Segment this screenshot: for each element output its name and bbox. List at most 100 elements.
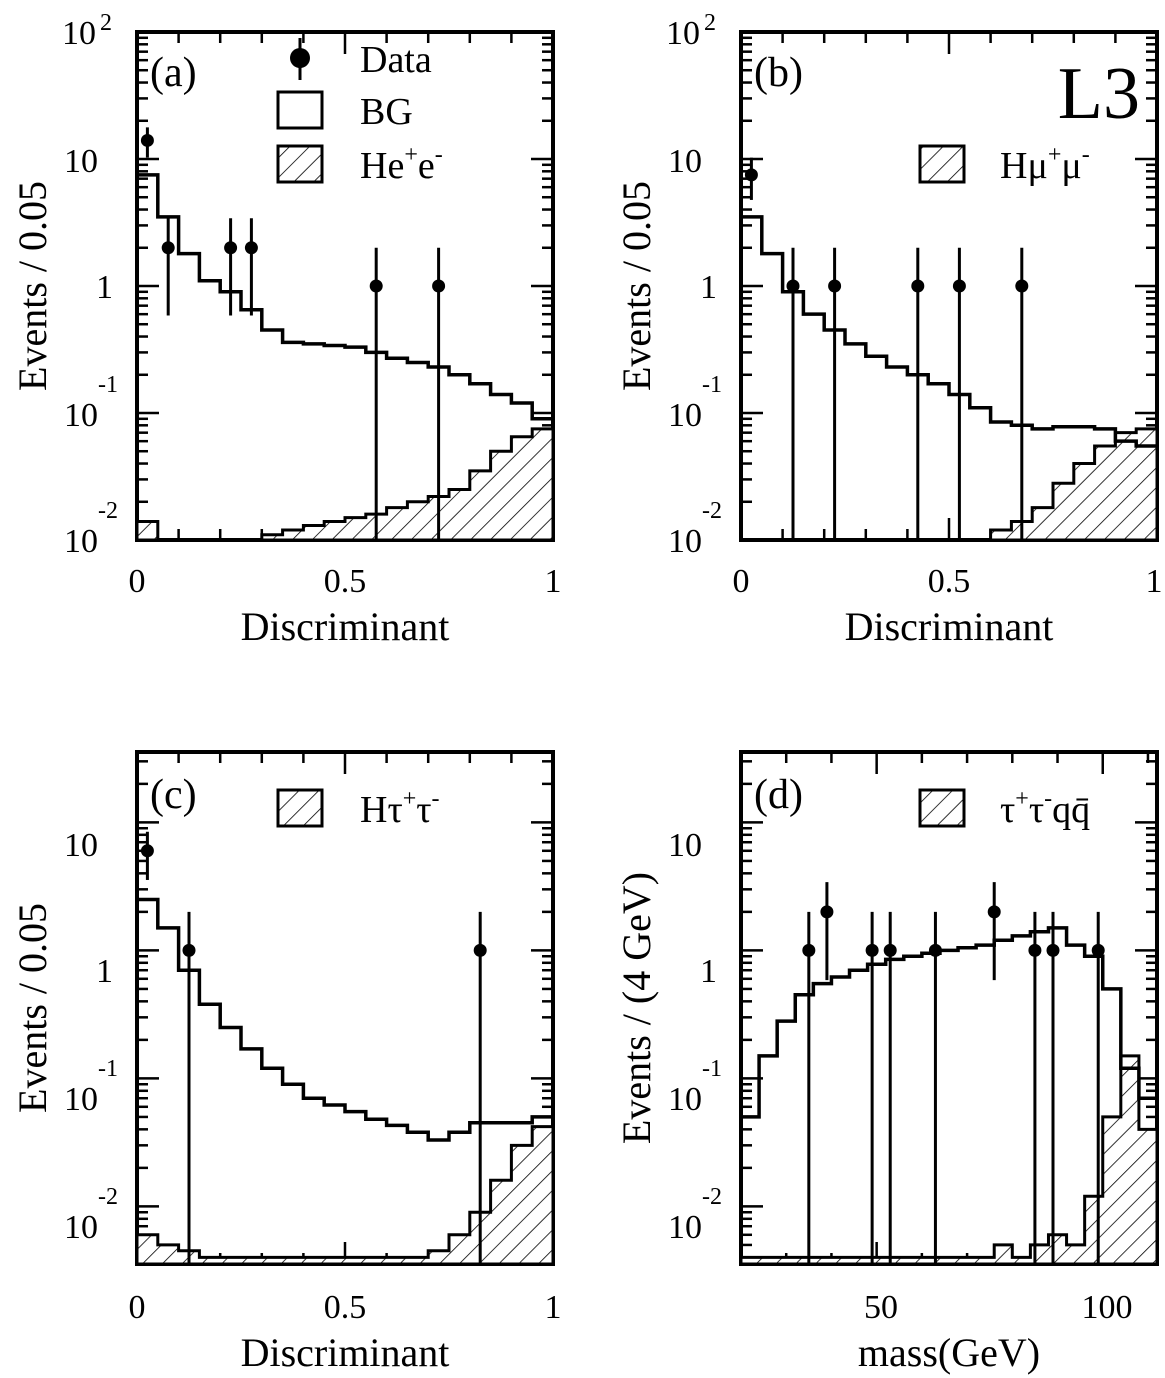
panel-c-ylabel: Events / 0.05 <box>10 903 55 1113</box>
panel-a-signal-hist <box>135 427 555 542</box>
panel-d-xtick-0: 50 <box>864 1289 898 1326</box>
panel-c-xtick-0: 0 <box>129 1289 146 1326</box>
panel-a-xtick-1: 0.5 <box>324 563 367 600</box>
panel-b-xtick-0: 0 <box>733 563 750 600</box>
panel-b-data-point <box>952 279 966 293</box>
panel-a-data-points <box>140 127 446 540</box>
legend-bg-label: BG <box>360 91 413 133</box>
panel-d-ytick-m1: 10 <box>668 1081 702 1118</box>
panel-c-data-point <box>182 943 196 957</box>
panel-b-xlabel: Discriminant <box>845 604 1054 649</box>
panel-b-ylabel: Events / 0.05 <box>614 181 659 391</box>
panel-c-ytick-m2-exp: -2 <box>98 1184 118 1210</box>
panel-a-ytick-m2-exp: -2 <box>98 498 118 524</box>
legend-data-marker <box>290 48 310 68</box>
legend-bg-swatch <box>276 90 324 130</box>
panel-d-ytick-1: 10 <box>668 827 702 864</box>
panel-c-ytick-m1: 10 <box>64 1081 98 1118</box>
panel-c-data-points <box>140 831 487 1264</box>
panel-d-x-tick-labels: 50 100 <box>864 1289 1133 1326</box>
panel-c-signal-hist <box>135 1125 555 1266</box>
panel-b-data-point <box>786 279 800 293</box>
panel-d-data-point <box>1091 943 1105 957</box>
panel-a: 10 2 10 1 10 -1 10 -2 0 0.5 1 Discriminan… <box>10 10 562 649</box>
panel-c-data-point <box>140 844 154 858</box>
legend-signal-label-d: τ+τ-qq̄ <box>1000 786 1090 831</box>
panel-a-background-hist <box>137 173 553 421</box>
panel-d: 10 1 10 -1 10 -2 50 100 mass(GeV) Events… <box>614 750 1159 1375</box>
panel-d-background-hist <box>741 926 1157 1119</box>
panel-c-x-tick-labels: 0 0.5 1 <box>129 1289 562 1326</box>
panel-c-ytick-1: 10 <box>64 827 98 864</box>
panel-a-ytick-0: 1 <box>96 269 113 306</box>
panel-a-label: (a) <box>150 50 197 96</box>
panel-b-ytick-m2-exp: -2 <box>702 498 722 524</box>
panel-a-xtick-2: 1 <box>545 563 562 600</box>
panel-d-data-point <box>1028 943 1042 957</box>
panel-a-data-point <box>161 241 175 255</box>
panel-d-ytick-m2-exp: -2 <box>702 1184 722 1210</box>
panel-a-data-point <box>432 279 446 293</box>
panel-b: 10 2 10 1 10 -1 10 -2 0 0.5 1 Discriminan… <box>614 10 1163 649</box>
panel-d-data-points <box>802 882 1105 1264</box>
panel-b-x-tick-labels: 0 0.5 1 <box>733 563 1163 600</box>
panel-b-data-point <box>911 279 925 293</box>
panel-d-data-point <box>820 905 834 919</box>
panel-d-data-point <box>1046 943 1060 957</box>
panel-b-ytick-m1: 10 <box>668 397 702 434</box>
panel-a-ylabel: Events / 0.05 <box>10 181 55 391</box>
panel-c-xlabel: Discriminant <box>241 1330 450 1375</box>
panel-c-xtick-1: 0.5 <box>324 1289 367 1326</box>
legend-signal-swatch-c <box>276 788 324 828</box>
panel-d-ytick-0: 1 <box>700 953 717 990</box>
panel-d-frame <box>739 750 1159 1266</box>
legend: Data BG He+e- <box>276 38 443 187</box>
panel-b-ytick-0: 1 <box>700 269 717 306</box>
panel-c-ytick-m2: 10 <box>64 1209 98 1246</box>
panel-b-data-points <box>744 157 1029 540</box>
panel-b-ytick-m1-exp: -1 <box>702 372 722 398</box>
panel-a-data-point <box>140 133 154 147</box>
panel-d-ytick-m1-exp: -1 <box>702 1056 722 1082</box>
panel-c-xtick-2: 1 <box>545 1289 562 1326</box>
panel-a-ytick-1: 10 <box>64 143 98 180</box>
panel-d-y-tick-labels: 10 1 10 -1 10 -2 <box>668 827 722 1246</box>
panel-d-ticks <box>739 752 1157 1264</box>
panel-b-xtick-2: 1 <box>1146 563 1163 600</box>
panel-d-data-point <box>865 943 879 957</box>
panel-d-signal-hist <box>739 1054 1159 1266</box>
legend-signal-label-c: Hτ+τ- <box>360 786 440 831</box>
panel-c-y-tick-labels: 10 1 10 -1 10 -2 <box>64 827 118 1246</box>
legend-signal-swatch-b <box>918 144 966 184</box>
panel-a-data-point <box>224 241 238 255</box>
legend-signal-swatch-d <box>918 788 966 828</box>
panel-a-ytick-m1: 10 <box>64 397 98 434</box>
panel-b-background-hist <box>741 215 1157 448</box>
panel-d-data-point <box>928 943 942 957</box>
panel-d-data-point <box>802 943 816 957</box>
legend-data-label: Data <box>360 39 432 81</box>
legend-signal-swatch-a <box>276 144 324 184</box>
panel-c-background-hist <box>137 897 553 1142</box>
panel-d-xlabel: mass(GeV) <box>858 1330 1040 1375</box>
panel-c-data-point <box>473 943 487 957</box>
panel-b-xtick-1: 0.5 <box>928 563 971 600</box>
panel-b-data-point <box>744 168 758 182</box>
panel-b-ytick-1: 10 <box>668 143 702 180</box>
panel-b-y-tick-labels: 10 2 10 1 10 -1 10 -2 <box>666 10 722 560</box>
panel-a-ytick-m1-exp: -1 <box>98 372 118 398</box>
panel-d-data-point <box>987 905 1001 919</box>
panel-b-label: (b) <box>754 50 803 96</box>
panel-a-y-tick-labels: 10 2 10 1 10 -1 10 -2 <box>62 10 118 560</box>
panel-c-label: (c) <box>150 772 197 818</box>
panel-a-ytick-2: 10 2 <box>62 10 112 52</box>
figure-label-L3: L3 <box>1058 53 1140 135</box>
legend-signal-label-a: He+e- <box>360 142 443 187</box>
panel-d-label: (d) <box>754 772 803 818</box>
panel-d-ytick-m2: 10 <box>668 1209 702 1246</box>
panel-b-data-point <box>1015 279 1029 293</box>
panel-a-data-point <box>244 241 258 255</box>
panel-b-ytick-2: 10 2 <box>666 10 716 52</box>
panel-a-data-point <box>369 279 383 293</box>
